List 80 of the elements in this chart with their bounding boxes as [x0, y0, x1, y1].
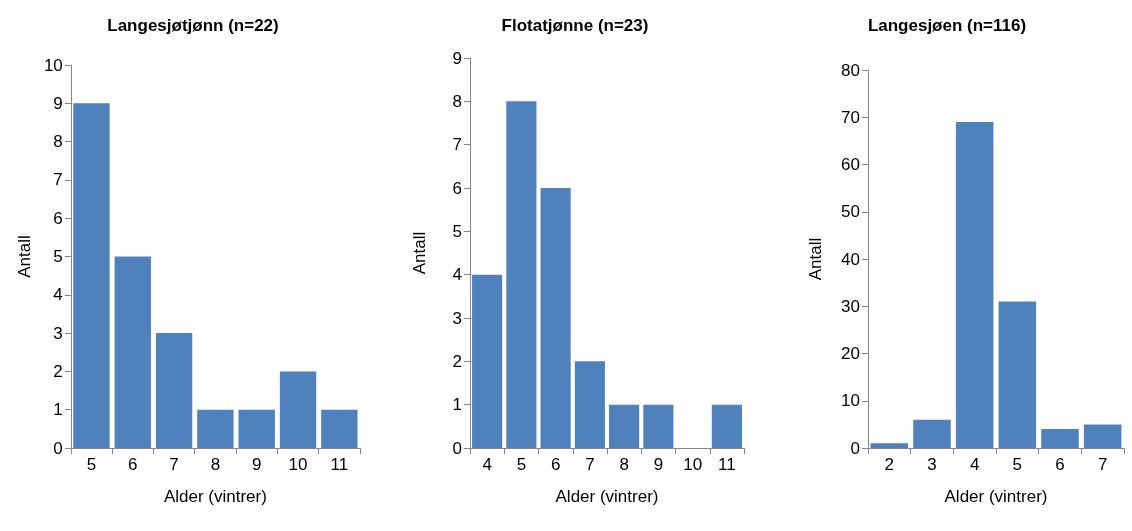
x-tick-label: 4	[482, 455, 492, 474]
y-tick-label: 7	[452, 135, 462, 155]
x-tick-label: 9	[653, 455, 664, 474]
y-tick-label: 9	[53, 93, 63, 113]
x-tick-label: 7	[1097, 455, 1108, 474]
y-axis-title: Antall	[410, 231, 429, 275]
bar	[1041, 429, 1079, 448]
bar	[711, 404, 742, 448]
bar	[1083, 424, 1122, 448]
bar	[279, 371, 317, 448]
bar	[114, 256, 151, 448]
y-tick-label: 70	[841, 107, 860, 127]
chart-title: Langesjøen (n=116)	[867, 16, 1027, 35]
y-tick-label: 6	[452, 178, 462, 198]
bar	[913, 419, 951, 448]
y-tick-label: 7	[53, 170, 63, 190]
bar	[540, 188, 571, 448]
x-tick-label: 8	[210, 455, 221, 474]
x-tick-label: 4	[969, 455, 980, 474]
bar	[955, 121, 994, 448]
chart-title: Langesjøtjønn (n=22)	[107, 16, 279, 35]
x-tick-label: 7	[585, 455, 595, 474]
bar	[998, 301, 1037, 448]
y-tick-label: 3	[53, 323, 63, 343]
x-tick-label: 5	[86, 455, 97, 474]
y-tick-label: 10	[841, 391, 860, 411]
y-tick-label: 1	[452, 395, 462, 415]
y-tick-label: 1	[53, 400, 63, 420]
bar	[643, 404, 674, 448]
y-tick-label: 8	[53, 132, 63, 152]
bar	[321, 409, 358, 448]
y-tick-label: 60	[841, 155, 860, 174]
x-tick-label: 9	[251, 455, 262, 474]
bar	[197, 409, 234, 448]
x-tick-label: 6	[1055, 455, 1065, 474]
y-tick-label: 20	[841, 344, 860, 363]
x-tick-label: 5	[516, 455, 527, 474]
x-tick-label: 10	[683, 455, 703, 474]
y-tick-label: 0	[850, 438, 860, 458]
bar	[238, 409, 275, 448]
x-tick-label: 8	[619, 455, 629, 474]
x-tick-label: 7	[169, 455, 179, 474]
bar	[609, 404, 640, 448]
y-tick-label: 0	[452, 438, 462, 458]
bar	[472, 274, 503, 448]
y-axis-title: Antall	[15, 235, 34, 278]
bar	[155, 333, 193, 448]
x-tick-label: 3	[927, 455, 937, 474]
x-axis-title: Alder (vintrer)	[944, 487, 1048, 506]
x-tick-label: 5	[1012, 455, 1023, 474]
y-tick-label: 10	[43, 55, 63, 75]
x-tick-label: 6	[550, 455, 561, 474]
x-axis-title: Alder (vintrer)	[163, 487, 267, 506]
bar	[73, 103, 110, 448]
bar	[506, 101, 537, 448]
x-tick-label: 11	[718, 455, 736, 474]
x-axis-title: Alder (vintrer)	[555, 487, 659, 506]
chart-title: Flotatjønne (n=23)	[501, 16, 649, 35]
x-tick-label: 10	[288, 455, 308, 474]
y-tick-label: 5	[452, 221, 462, 241]
x-tick-label: 6	[128, 455, 138, 474]
x-tick-label: 11	[330, 455, 349, 474]
y-tick-label: 4	[452, 265, 462, 285]
x-tick-label: 2	[884, 455, 895, 474]
y-tick-label: 2	[53, 361, 63, 381]
bar	[574, 361, 605, 448]
y-tick-label: 2	[452, 351, 462, 371]
y-tick-label: 5	[53, 247, 63, 266]
y-tick-label: 6	[53, 208, 63, 228]
y-axis-title: Antall	[806, 237, 825, 281]
y-tick-label: 50	[841, 202, 860, 222]
y-tick-label: 80	[841, 60, 860, 80]
y-tick-label: 30	[841, 296, 860, 316]
y-tick-label: 0	[53, 438, 63, 458]
y-tick-label: 40	[841, 249, 860, 269]
y-tick-label: 9	[452, 48, 462, 68]
y-tick-label: 8	[452, 91, 462, 111]
y-tick-label: 3	[452, 308, 462, 328]
y-tick-label: 4	[53, 285, 63, 305]
bar	[870, 443, 909, 448]
